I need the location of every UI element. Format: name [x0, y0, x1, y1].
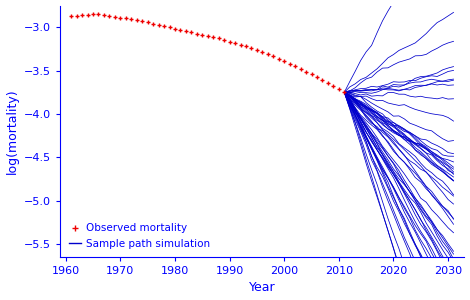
Legend: Observed mortality, Sample path simulation: Observed mortality, Sample path simulati… — [65, 220, 213, 252]
X-axis label: Year: Year — [249, 281, 276, 294]
Y-axis label: log(mortality): log(mortality) — [6, 88, 18, 174]
